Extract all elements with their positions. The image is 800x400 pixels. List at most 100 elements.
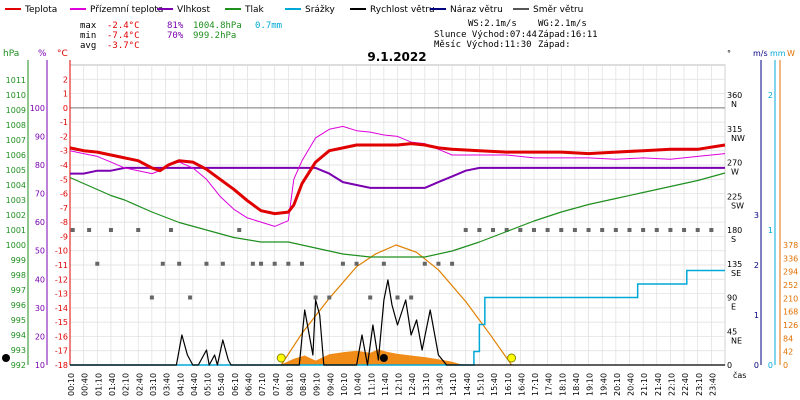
tick-w: 336 xyxy=(783,254,798,263)
legend-label-7: Směr větru xyxy=(533,5,583,15)
tick-hum: 90 xyxy=(35,132,45,141)
wind-direction-point xyxy=(299,261,304,266)
tick-hpa: 997 xyxy=(11,286,26,295)
stats-block: max -2.4°C 81% 1004.8hPa 0.7mm min -7.4°… xyxy=(80,21,282,51)
axis-mm-label: mm xyxy=(770,49,786,58)
wind-direction-point xyxy=(463,228,468,232)
tick-hpa: 1006 xyxy=(6,151,26,160)
moon-marker-left xyxy=(2,354,10,362)
wind-direction-point xyxy=(436,261,441,266)
tick-x: 11:40 xyxy=(381,373,390,396)
tick-x: 18:40 xyxy=(572,373,581,396)
tick-x: 15:10 xyxy=(476,373,485,396)
tick-ms: 1 xyxy=(754,311,759,320)
axis-hpa-label: hPa xyxy=(3,49,19,59)
tick-temp: 1 xyxy=(63,90,68,99)
wind-direction-point xyxy=(572,228,577,232)
tick-x: 16:40 xyxy=(517,373,526,396)
wind-direction-point xyxy=(136,228,141,232)
wind-direction-point xyxy=(668,228,673,232)
wind-direction-point xyxy=(682,228,687,232)
info-ws: WS:2.1m/s xyxy=(468,19,517,29)
tick-hum: 40 xyxy=(35,275,45,284)
moonrise-marker xyxy=(379,354,388,362)
tick-dir: 135 xyxy=(727,260,742,269)
tick-x: 18:10 xyxy=(558,373,567,396)
tick-temp: -16 xyxy=(55,332,68,341)
tick-x: 02:40 xyxy=(135,373,144,396)
tick-x: 04:10 xyxy=(176,373,185,396)
tick-dir-name: W xyxy=(731,168,739,177)
tick-x: 05:40 xyxy=(217,373,226,396)
chart-title: 9.1.2022 xyxy=(367,50,426,64)
tick-hum: 30 xyxy=(35,304,45,313)
legend-label-5: Rychlost větru xyxy=(370,5,435,15)
tick-hum: 80 xyxy=(35,161,45,170)
tick-w: 168 xyxy=(783,308,798,317)
stats-max-rain: 0.7mm xyxy=(255,21,282,31)
tick-temp: -2 xyxy=(60,132,68,141)
humidity-line xyxy=(70,166,725,189)
wind-direction-point xyxy=(695,228,700,232)
rain-line xyxy=(70,269,725,366)
tick-hpa: 1007 xyxy=(6,136,26,145)
plot-series xyxy=(2,125,726,366)
tick-hpa: 994 xyxy=(11,331,26,340)
tick-dir: 45 xyxy=(727,327,737,336)
info-moon-set: Západ: xyxy=(538,40,571,50)
wind-direction-point xyxy=(422,261,427,266)
tick-x: 11:10 xyxy=(367,373,376,396)
tick-temp: -17 xyxy=(55,347,68,356)
tick-w: 84 xyxy=(783,334,793,343)
wind-direction-point xyxy=(613,228,618,232)
tick-hum: 70 xyxy=(35,190,45,199)
sun-path-line xyxy=(280,244,513,366)
tick-dir: 0 xyxy=(727,361,732,370)
tick-x: 20:10 xyxy=(613,373,622,396)
tick-temp: 0 xyxy=(63,104,68,113)
wind-direction-point xyxy=(600,228,605,232)
tick-x: 08:40 xyxy=(299,373,308,396)
wind-speed-line xyxy=(70,279,725,366)
wind-direction-point xyxy=(87,228,92,232)
tick-hpa: 1004 xyxy=(6,181,26,190)
legend-label-6: Náraz větru xyxy=(450,5,503,15)
info-wg: WG:2.1m/s xyxy=(538,19,587,29)
axis-w-label: W xyxy=(787,49,795,58)
tick-x: 01:10 xyxy=(94,373,103,396)
axis-x-label: čas xyxy=(733,370,746,380)
tick-hpa: 999 xyxy=(11,256,26,265)
tick-dir-name: SW xyxy=(731,201,744,210)
tick-dir: 315 xyxy=(727,125,742,134)
sunrise-marker xyxy=(276,353,286,363)
tick-x: 12:10 xyxy=(395,373,404,396)
wind-direction-point xyxy=(641,228,646,232)
tick-temp: -10 xyxy=(55,247,68,256)
tick-hum: 20 xyxy=(35,332,45,341)
tick-x: 01:40 xyxy=(108,373,117,396)
tick-temp: -9 xyxy=(60,232,68,241)
sunset-marker xyxy=(507,353,517,363)
tick-ms: 2 xyxy=(754,261,759,270)
tick-x: 17:10 xyxy=(531,373,540,396)
wind-direction-point xyxy=(477,228,482,232)
wind-direction-point xyxy=(95,261,100,266)
wind-direction-point xyxy=(559,228,564,232)
tick-mm: 2 xyxy=(768,91,773,100)
tick-hpa: 1008 xyxy=(6,121,26,130)
stats-max-press: 1004.8hPa xyxy=(193,21,242,31)
tick-dir-name: NW xyxy=(731,134,745,143)
tick-ms: 0 xyxy=(754,361,759,370)
axis-dir-label: ° xyxy=(727,49,731,58)
wind-direction-point xyxy=(627,228,632,232)
stats-min-press: 999.2hPa xyxy=(193,31,236,41)
tick-hpa: 1002 xyxy=(6,211,26,220)
wind-direction-point xyxy=(168,228,173,232)
tick-temp: -7 xyxy=(60,204,68,213)
legend: Teplota Přízemní teplota Vlhkost Tlak Srážky… xyxy=(5,5,583,15)
legend-label-2: Vlhkost xyxy=(177,5,210,15)
tick-x: 09:10 xyxy=(313,373,322,396)
wind-direction-point xyxy=(340,261,345,266)
wind-direction-point xyxy=(204,261,209,266)
